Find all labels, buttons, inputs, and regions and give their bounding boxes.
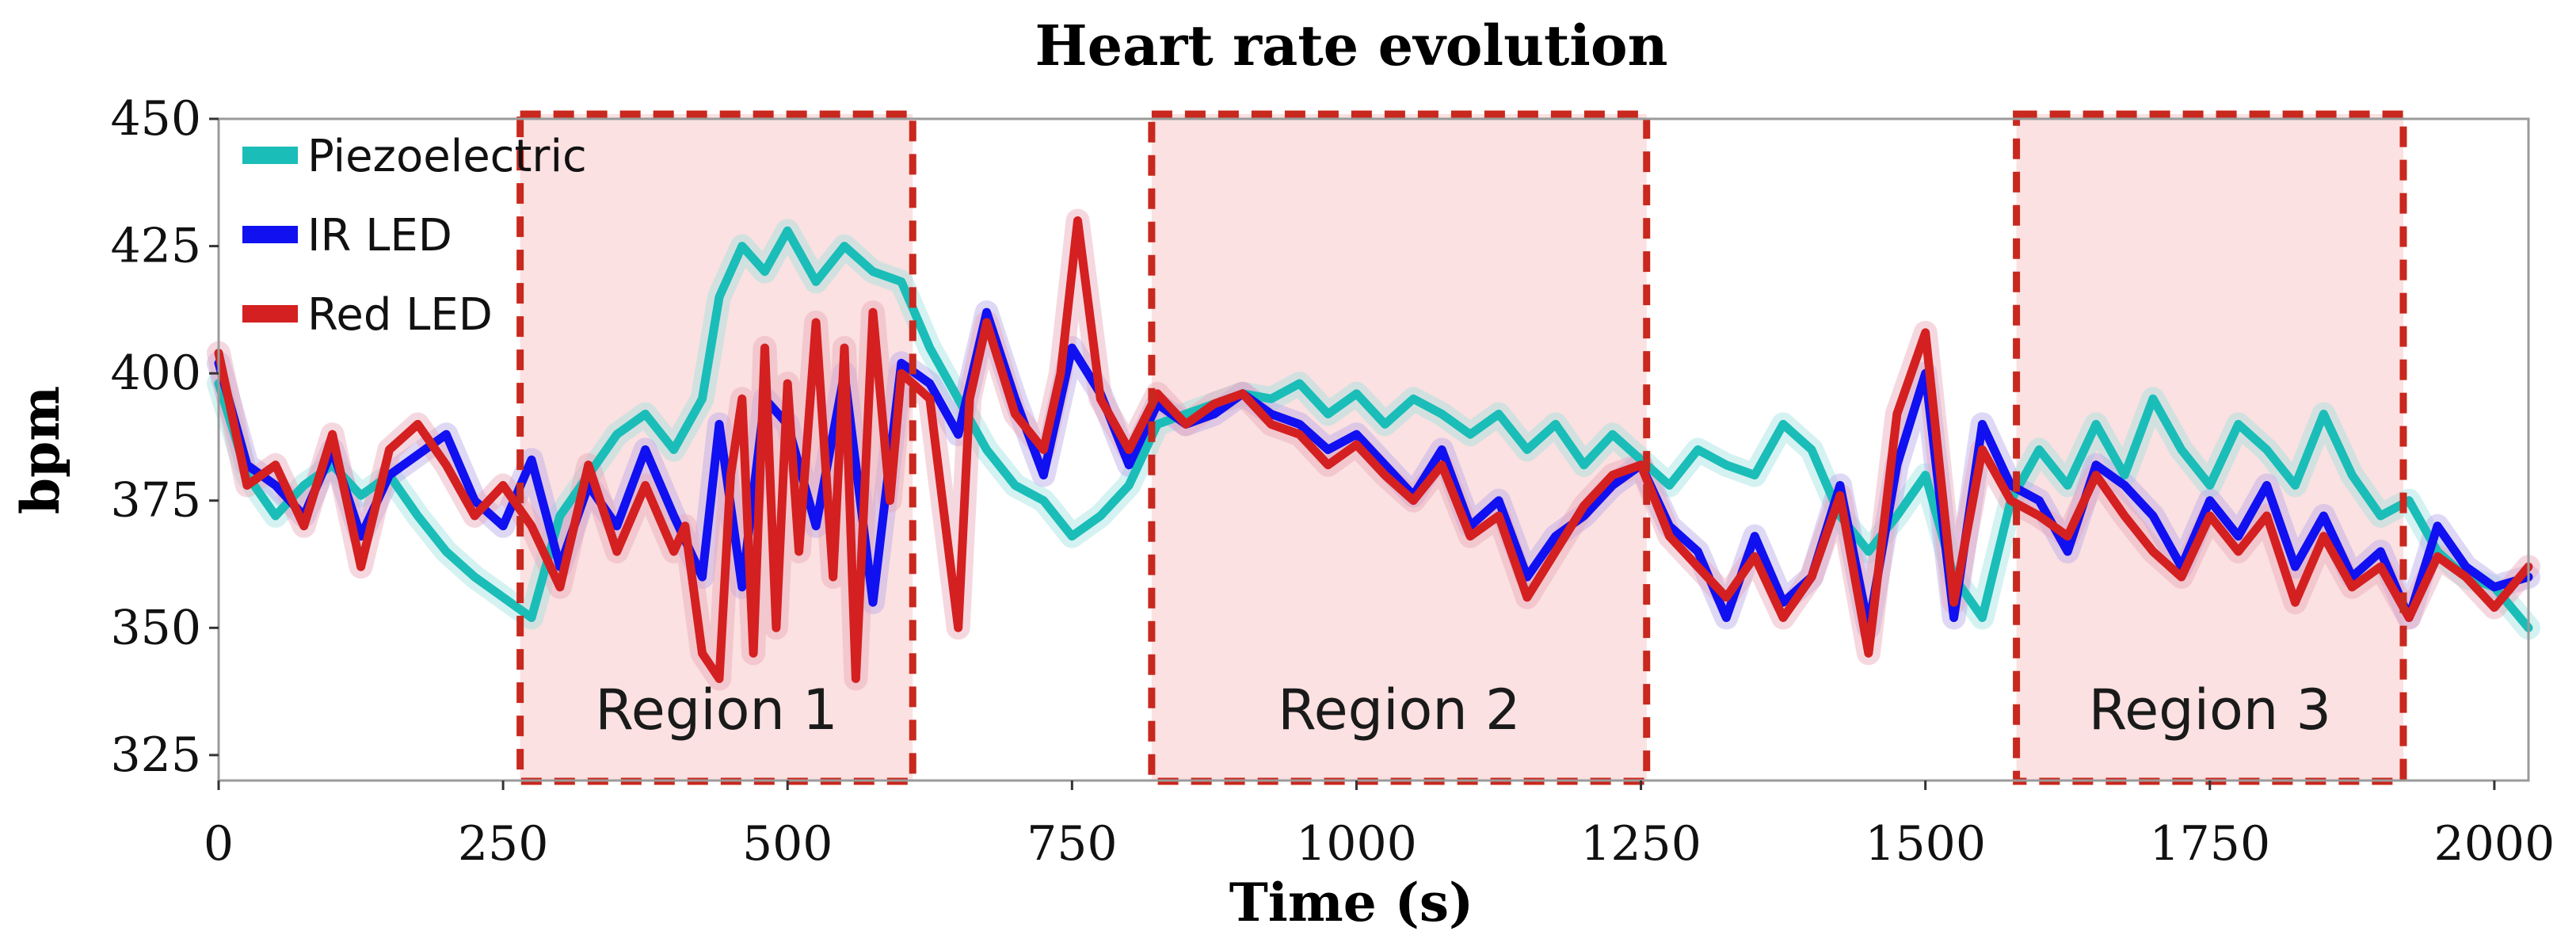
region-border-layer: Region 1 Region 2 Region 3	[516, 110, 2407, 785]
ir-led-legend-label: IR LED	[307, 210, 452, 261]
y-tick-label-350: 350	[110, 600, 201, 655]
y-tick-label-425: 425	[110, 219, 201, 274]
x-tick-label-0: 0	[204, 816, 234, 872]
y-axis-label: bpm	[10, 386, 71, 514]
piezoelectric-series-line	[214, 226, 2533, 632]
x-tick-label-750: 750	[1027, 816, 1118, 872]
y-tick-label-450: 450	[110, 91, 201, 147]
x-tick-label-250: 250	[458, 816, 549, 872]
y-tick-label-325: 325	[110, 727, 201, 783]
x-tick-label-2000: 2000	[2434, 816, 2555, 872]
y-tick-label-400: 400	[110, 345, 201, 401]
y-tick-label-375: 375	[110, 473, 201, 529]
legend: Piezoelectric IR LED Red LED	[242, 131, 587, 341]
x-tick-label-1000: 1000	[1296, 816, 1417, 872]
chart-title: Heart rate evolution	[1035, 13, 1668, 78]
x-tick-label-1500: 1500	[1865, 816, 1986, 872]
y-axis-ticks: 325 350 375 400 425 450	[110, 91, 219, 783]
red-led-series-line	[214, 216, 2533, 683]
series-line-layer	[214, 216, 2533, 683]
region-2-label: Region 2	[1278, 678, 1520, 742]
plot-frame	[217, 117, 2530, 782]
x-axis-label: Time (s)	[1229, 872, 1474, 933]
region-1-label: Region 1	[595, 678, 837, 742]
x-axis-ticks: 0 250 500 750 1000 1250 1500 1750 2000	[204, 781, 2555, 872]
red-led-legend-label: Red LED	[307, 289, 493, 341]
region-2-fill	[1151, 114, 1647, 781]
piezoelectric-legend-label: Piezoelectric	[307, 131, 587, 182]
x-tick-label-1750: 1750	[2149, 816, 2270, 872]
x-tick-label-1250: 1250	[1580, 816, 1701, 872]
region-3-label: Region 3	[2089, 678, 2331, 742]
x-tick-label-500: 500	[742, 816, 833, 872]
